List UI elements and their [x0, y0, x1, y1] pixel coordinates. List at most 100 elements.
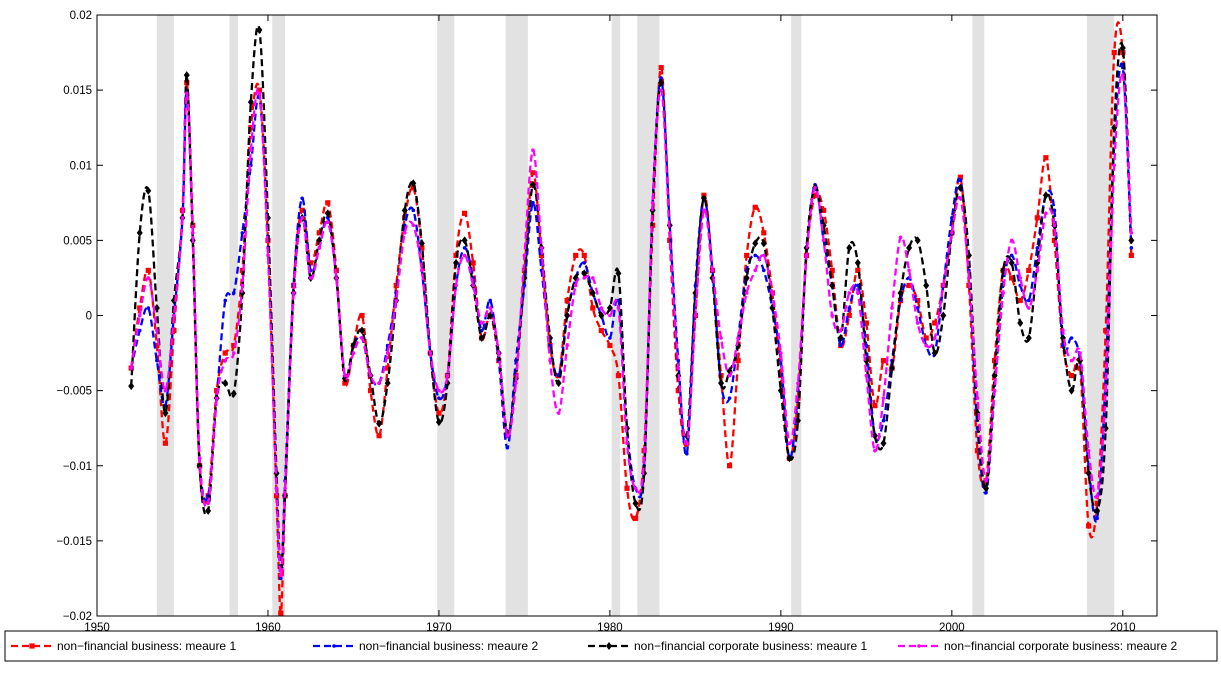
series-1-point: [248, 125, 254, 131]
series-4-point: [582, 276, 587, 280]
series-3-point: [829, 281, 836, 290]
series-4-point: [915, 321, 920, 325]
series-4-point: [898, 235, 903, 240]
series-4-point: [223, 358, 228, 363]
series-2-point: [488, 298, 493, 303]
series-3-point: [589, 288, 596, 297]
series-3-point: [760, 239, 767, 248]
series-4-point: [924, 343, 928, 348]
series-4-point: [719, 336, 723, 340]
series-1-point: [299, 207, 305, 213]
series-2-point: [531, 201, 535, 205]
recession-band-1: [229, 15, 239, 616]
series-2-point: [847, 306, 852, 310]
series-1-point: [812, 192, 818, 198]
series-3-point: [453, 258, 460, 267]
series-3-point: [435, 418, 442, 427]
series-4-point: [941, 283, 946, 288]
series-4-point: [137, 313, 142, 318]
series-4-point: [1103, 388, 1108, 393]
series-1-point: [171, 327, 177, 334]
series-4-point: [214, 396, 219, 400]
series-4-point: [770, 291, 775, 295]
series-3-point: [846, 243, 853, 252]
series-2-point: [300, 196, 304, 201]
y-tick-label: 0.015: [63, 85, 92, 97]
series-3-point: [247, 98, 254, 107]
series-1-point: [316, 230, 322, 236]
series-1-point: [761, 230, 767, 236]
series-4-point: [984, 478, 988, 483]
series-4-point: [1009, 238, 1014, 243]
series-4-point: [685, 441, 689, 446]
series-4-point: [514, 381, 518, 385]
series-4-point: [454, 283, 458, 288]
y-tick-label: 0.01: [70, 160, 92, 172]
series-3-point: [906, 243, 913, 252]
y-tick-label: −0.005: [57, 386, 93, 398]
series-4-point: [1086, 448, 1091, 453]
series-3-point: [1068, 386, 1075, 395]
series-1-point: [436, 410, 442, 416]
series-2-point: [505, 445, 510, 450]
series-1-point: [624, 485, 630, 491]
series-4-point: [437, 388, 441, 393]
series-4-point: [385, 351, 390, 355]
series-4-point: [343, 373, 347, 378]
series-1-point: [359, 312, 365, 319]
series-3-point: [461, 236, 468, 245]
series-4-point: [308, 276, 313, 280]
series-3-point: [649, 206, 656, 215]
series-4-point: [967, 276, 971, 280]
series-1-point: [1034, 215, 1040, 221]
series-4-point: [402, 231, 407, 235]
series-4-point: [1129, 231, 1134, 235]
series-3-point: [897, 288, 904, 297]
series-1-point: [1120, 49, 1126, 56]
series-1-point: [581, 252, 587, 258]
series-3-point: [658, 78, 665, 87]
series-1-point: [1128, 252, 1134, 258]
series-4-point: [830, 313, 834, 318]
series-1-point: [821, 207, 827, 213]
series-2-point: [1069, 336, 1074, 340]
series-4-point: [932, 336, 937, 340]
recession-band-4: [505, 15, 528, 616]
series-4-point: [411, 223, 416, 228]
series-4-point: [847, 291, 852, 295]
series-4-point: [633, 486, 638, 491]
series-3-point: [324, 209, 331, 218]
series-3-point: [1025, 334, 1032, 343]
series-3-point: [384, 379, 391, 388]
legend-marker-2: [332, 644, 336, 648]
series-3-point: [940, 311, 947, 320]
series-4-point: [779, 351, 783, 355]
series-4-point: [821, 238, 826, 243]
series-2-point: [761, 268, 766, 273]
series-1-point: [154, 342, 160, 349]
series-3-point: [145, 186, 152, 195]
series-1-point: [1026, 267, 1032, 274]
series-2-point: [881, 418, 886, 423]
series-1-point: [573, 252, 579, 258]
series-4-point: [445, 373, 450, 378]
series-4-point: [736, 336, 740, 340]
series-3-point: [1094, 506, 1101, 515]
series-4-point: [240, 283, 245, 288]
series-4-point: [744, 291, 749, 295]
series-3-point: [632, 499, 639, 508]
series-4-point: [727, 373, 732, 378]
series-4-point: [761, 253, 766, 258]
series-4-point: [565, 343, 569, 348]
series-1-point: [393, 282, 399, 289]
series-1-point: [932, 320, 938, 326]
series-2-point: [582, 261, 587, 265]
series-3-point: [205, 506, 212, 515]
series-1-point: [530, 170, 536, 176]
series-2-point: [155, 358, 159, 363]
series-4-point: [1035, 268, 1040, 273]
series-2-point: [1095, 516, 1099, 521]
recession-band-3: [437, 15, 455, 616]
series-3-point: [1017, 319, 1024, 328]
series-4-point: [1112, 163, 1117, 168]
